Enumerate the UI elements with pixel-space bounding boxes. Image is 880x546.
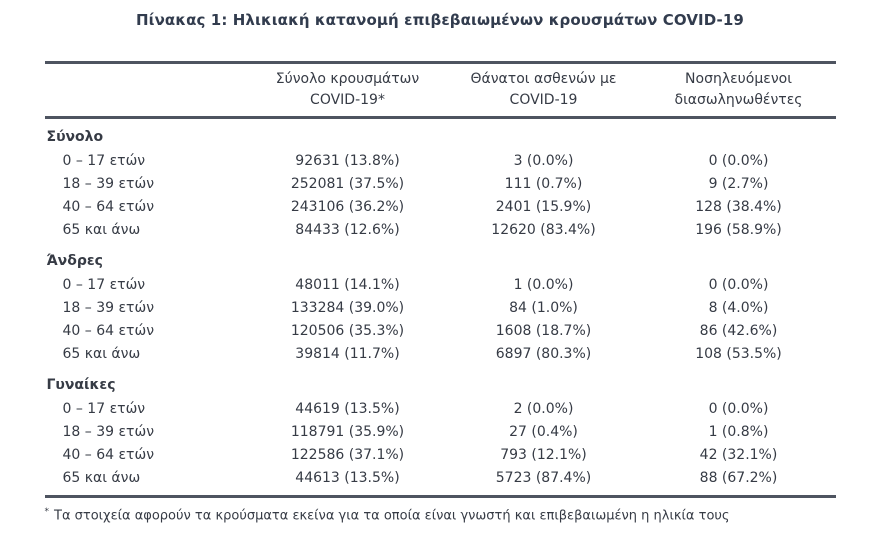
age-group-label: 40 – 64 ετών (62, 322, 155, 339)
table-row: 0 – 17 ετών 44619 (13.5%) 2 (0.0%) 0 (0.… (45, 397, 836, 420)
deaths-cell: 111 (0.7%) (504, 175, 583, 192)
age-group-label: 65 και άνω (62, 469, 141, 486)
cases-cell: 122586 (37.1%) (290, 446, 405, 463)
deaths-cell: 12620 (83.4%) (491, 221, 596, 238)
cases-cell: 243106 (36.2%) (290, 198, 405, 215)
header-cell-empty (45, 69, 250, 111)
deaths-cell: 84 (1.0%) (509, 299, 578, 316)
deaths-cell: 6897 (80.3%) (495, 345, 592, 362)
deaths-cell: 1 (0.0%) (513, 276, 574, 293)
age-group-label: 65 και άνω (62, 221, 141, 238)
cases-cell: 44619 (13.5%) (295, 400, 400, 417)
intubated-cell: 196 (58.9%) (695, 221, 782, 238)
intubated-cell: 8 (4.0%) (708, 299, 769, 316)
deaths-cell: 3 (0.0%) (513, 152, 574, 169)
intubated-cell: 42 (32.1%) (699, 446, 778, 463)
section-men: Άνδρες 0 – 17 ετών 48011 (14.1%) 1 (0.0%… (45, 249, 836, 365)
age-group-label: 18 – 39 ετών (62, 299, 155, 316)
intubated-cell: 0 (0.0%) (708, 276, 769, 293)
age-group-label: 40 – 64 ετών (62, 198, 155, 215)
cases-cell: 44613 (13.5%) (295, 469, 400, 486)
header-line: COVID-19* (310, 92, 385, 108)
deaths-cell: 2401 (15.9%) (495, 198, 592, 215)
table-row: 18 – 39 ετών 118791 (35.9%) 27 (0.4%) 1 … (45, 420, 836, 443)
table-row: 40 – 64 ετών 120506 (35.3%) 1608 (18.7%)… (45, 319, 836, 342)
footnote-text: Τα στοιχεία αφορούν τα κρούσματα εκείνα … (54, 508, 730, 524)
intubated-cell: 9 (2.7%) (708, 175, 769, 192)
age-group-label: 65 και άνω (62, 345, 141, 362)
table-row: 65 και άνω 39814 (11.7%) 6897 (80.3%) 10… (45, 342, 836, 365)
table-row: 18 – 39 ετών 252081 (37.5%) 111 (0.7%) 9… (45, 172, 836, 195)
age-group-label: 0 – 17 ετών (62, 276, 146, 293)
age-group-label: 18 – 39 ετών (62, 175, 155, 192)
footnote-asterisk: * (44, 507, 50, 517)
table-row: 40 – 64 ετών 243106 (36.2%) 2401 (15.9%)… (45, 195, 836, 218)
deaths-cell: 793 (12.1%) (500, 446, 587, 463)
section-header: Άνδρες (46, 253, 103, 269)
intubated-cell: 108 (53.5%) (695, 345, 782, 362)
table-footnote: * Τα στοιχεία αφορούν τα κρούσματα εκείνα… (45, 503, 836, 525)
section-total: Σύνολο 0 – 17 ετών 92631 (13.8%) 3 (0.0%… (45, 125, 836, 241)
table-header-row: Σύνολο κρουσμάτων COVID-19* Θάνατοι ασθε… (44, 61, 836, 119)
table-row: 18 – 39 ετών 133284 (39.0%) 84 (1.0%) 8 … (45, 296, 836, 319)
header-line: COVID-19 (509, 92, 578, 108)
header-line: διασωληνωθέντες (674, 92, 803, 108)
cases-cell: 92631 (13.8%) (295, 152, 400, 169)
age-group-label: 18 – 39 ετών (62, 423, 155, 440)
header-cell-intubated: Νοσηλευόμενοι διασωληνωθέντες (642, 69, 836, 111)
cases-cell: 48011 (14.1%) (295, 276, 400, 293)
header-line: Νοσηλευόμενοι (685, 71, 792, 87)
intubated-cell: 86 (42.6%) (699, 322, 778, 339)
table-row: 40 – 64 ετών 122586 (37.1%) 793 (12.1%) … (45, 443, 836, 466)
table-row: 0 – 17 ετών 48011 (14.1%) 1 (0.0%) 0 (0.… (45, 273, 836, 296)
intubated-cell: 1 (0.8%) (708, 423, 769, 440)
cases-cell: 118791 (35.9%) (290, 423, 405, 440)
header-cell-total-cases: Σύνολο κρουσμάτων COVID-19* (250, 69, 446, 111)
age-group-label: 0 – 17 ετών (62, 400, 146, 417)
intubated-cell: 88 (67.2%) (699, 469, 778, 486)
header-line: Θάνατοι ασθενών με (470, 71, 617, 87)
section-header: Γυναίκες (46, 377, 116, 393)
deaths-cell: 27 (0.4%) (509, 423, 578, 440)
table-row: 65 και άνω 84433 (12.6%) 12620 (83.4%) 1… (45, 218, 836, 241)
cases-cell: 84433 (12.6%) (295, 221, 400, 238)
header-line: Σύνολο κρουσμάτων (275, 71, 420, 87)
age-group-label: 0 – 17 ετών (62, 152, 146, 169)
table-body: Σύνολο 0 – 17 ετών 92631 (13.8%) 3 (0.0%… (44, 119, 836, 498)
intubated-cell: 0 (0.0%) (708, 400, 769, 417)
table-row: 65 και άνω 44613 (13.5%) 5723 (87.4%) 88… (45, 466, 836, 489)
section-header: Σύνολο (46, 129, 104, 145)
intubated-cell: 0 (0.0%) (708, 152, 769, 169)
cases-cell: 120506 (35.3%) (290, 322, 405, 339)
page-title: Πίνακας 1: Ηλικιακή κατανομή επιβεβαιωμέ… (136, 11, 744, 29)
deaths-cell: 2 (0.0%) (513, 400, 574, 417)
deaths-cell: 1608 (18.7%) (495, 322, 592, 339)
cases-cell: 133284 (39.0%) (290, 299, 405, 316)
header-cell-deaths: Θάνατοι ασθενών με COVID-19 (446, 69, 642, 111)
deaths-cell: 5723 (87.4%) (495, 469, 592, 486)
table-row: 0 – 17 ετών 92631 (13.8%) 3 (0.0%) 0 (0.… (45, 149, 836, 172)
intubated-cell: 128 (38.4%) (695, 198, 782, 215)
covid-age-distribution-table: Σύνολο κρουσμάτων COVID-19* Θάνατοι ασθε… (44, 61, 836, 498)
cases-cell: 252081 (37.5%) (290, 175, 405, 192)
age-group-label: 40 – 64 ετών (62, 446, 155, 463)
section-women: Γυναίκες 0 – 17 ετών 44619 (13.5%) 2 (0.… (45, 373, 836, 489)
cases-cell: 39814 (11.7%) (295, 345, 400, 362)
